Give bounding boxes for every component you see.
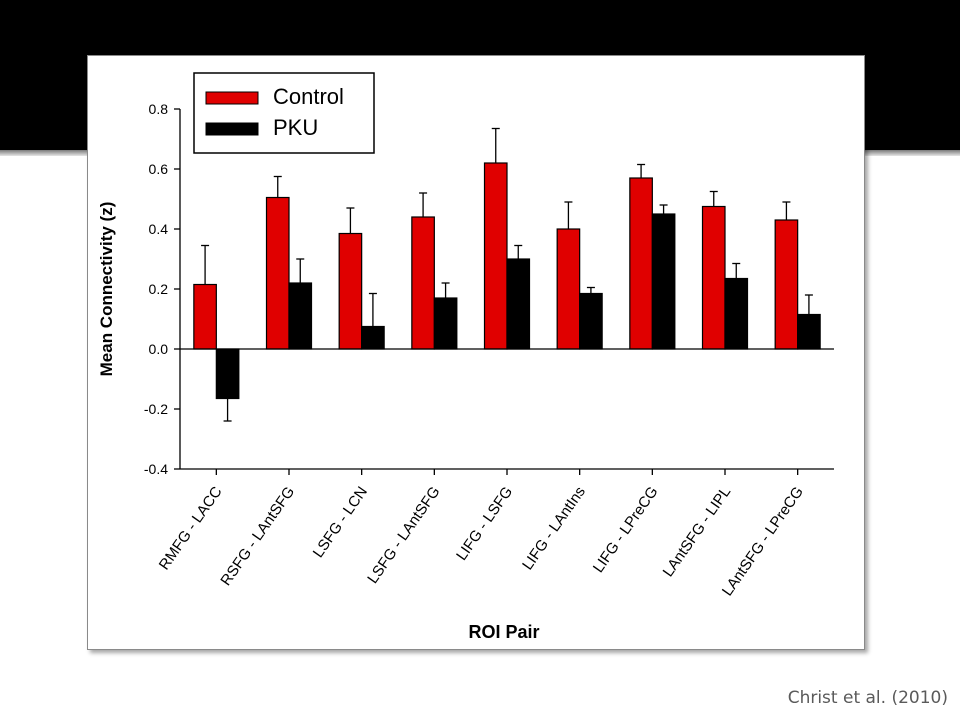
- x-axis-title: ROI Pair: [468, 622, 539, 642]
- citation-text: Christ et al. (2010): [787, 688, 948, 708]
- chart-figure: -0.4 -0.2 0.0 0.2 0.4 0.6 0.8 RMFG - LACC RSFG -…: [87, 55, 865, 650]
- bar-pku-0: [215, 348, 240, 400]
- bar-control-6: [629, 177, 653, 350]
- x-tick-label: LIFG - LPreCG: [590, 484, 662, 576]
- x-tick-label: LSFG - LAntSFG: [364, 484, 443, 587]
- y-tick-label: 0.4: [149, 221, 169, 237]
- y-axis-title: Mean Connectivity (z): [97, 202, 116, 377]
- bar-control-3: [411, 216, 435, 350]
- legend-box: [193, 72, 375, 154]
- bar-control-5: [556, 228, 581, 350]
- legend-label-pku: PKU: [273, 115, 318, 140]
- x-tick-label: RMFG - LACC: [156, 483, 226, 573]
- bar-pku-7: [724, 277, 749, 350]
- x-tick-label: LIFG - LSFG: [453, 484, 516, 564]
- y-tick-label: -0.4: [144, 461, 168, 477]
- bar-control-2: [338, 232, 363, 350]
- legend-label-control: Control: [273, 84, 344, 109]
- bar-control-1: [265, 196, 290, 350]
- bar-control-8: [774, 219, 799, 350]
- y-tick-label: 0.2: [149, 281, 169, 297]
- x-tick-label: RSFG - LAntSFG: [217, 484, 298, 589]
- bar-pku-3: [433, 297, 458, 350]
- bar-pku-5: [579, 292, 603, 350]
- x-tick-label: LIFG - LAntIns: [519, 484, 589, 574]
- bar-control-0: [193, 283, 217, 350]
- y-tick-label: 0.6: [149, 161, 169, 177]
- bar-control-4: [483, 162, 508, 350]
- legend-swatch-pku: [205, 122, 259, 136]
- bar-pku-2: [361, 325, 385, 350]
- bar-pku-8: [797, 313, 821, 350]
- x-tick-label: LSFG - LCN: [310, 484, 371, 561]
- y-tick-label: 0.0: [149, 341, 169, 357]
- x-tick-label: LAntSFG - LPreCG: [719, 484, 807, 600]
- bar-pku-6: [651, 213, 676, 350]
- legend-swatch-control: [205, 91, 259, 105]
- y-tick-label: -0.2: [144, 401, 168, 417]
- bar-control-7: [701, 205, 726, 350]
- y-tick-label: 0.8: [149, 101, 169, 117]
- bar-pku-4: [506, 258, 531, 350]
- x-tick-label: LAntSFG - LIPL: [660, 484, 735, 580]
- bar-pku-1: [288, 282, 313, 350]
